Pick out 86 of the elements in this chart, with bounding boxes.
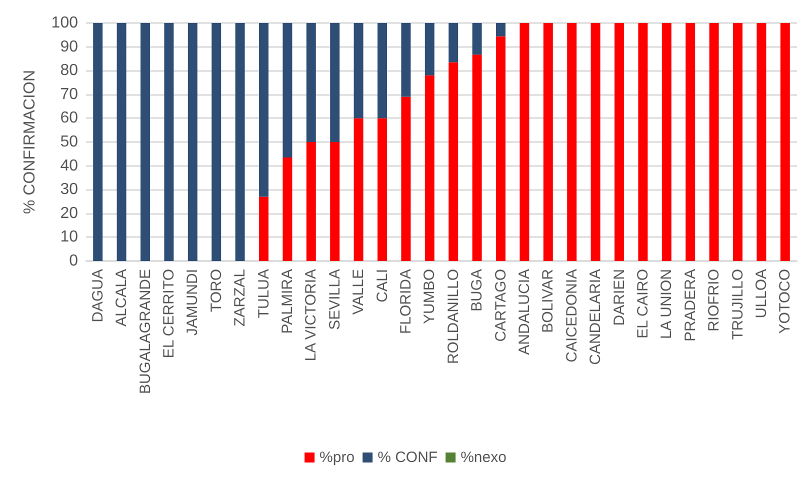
x-tick-label: CARTAGO <box>492 269 510 342</box>
x-tick-label: CALI <box>374 269 391 302</box>
bar <box>756 23 766 261</box>
y-tick-label: 0 <box>69 252 78 270</box>
bar <box>354 118 364 261</box>
x-tick-label: PRADERA <box>682 269 699 342</box>
bar <box>259 196 268 261</box>
bar <box>93 23 103 261</box>
x-tick-label: DARIEN <box>610 269 628 326</box>
y-tick-label: 70 <box>60 86 78 103</box>
x-tick-label: FLORIDA <box>397 269 414 334</box>
x-tick-label: ZARZAL <box>232 269 249 327</box>
bar <box>116 23 126 261</box>
bar <box>472 54 482 261</box>
bar <box>448 23 458 62</box>
x-tick-label: BUGALAGRANDE <box>136 269 154 394</box>
x-tick-label: TULUA <box>255 269 272 318</box>
x-tick-label: ROLDANILLO <box>444 269 462 364</box>
x-tick-label: YUMBO <box>421 269 438 324</box>
bar <box>188 23 198 261</box>
bar <box>378 118 387 261</box>
bar <box>448 62 458 261</box>
x-tick-label: PALMIRA <box>278 269 296 334</box>
x-tick-label: EL CAIRO <box>634 269 652 338</box>
legend-label: %nexo <box>460 449 506 466</box>
y-tick-label: 100 <box>51 14 78 32</box>
bar <box>378 23 387 118</box>
y-tick-label: 80 <box>60 62 78 80</box>
bar <box>496 36 506 261</box>
x-tick-label: EL CERRITO <box>160 269 178 358</box>
bar <box>686 23 696 261</box>
bar <box>140 23 150 261</box>
bar <box>401 23 411 97</box>
bar <box>330 142 340 261</box>
bar <box>638 23 648 261</box>
x-tick-label: YOTOCO <box>776 269 794 334</box>
bar <box>733 23 742 261</box>
x-tick-label: CAICEDONIA <box>563 269 580 362</box>
x-tick-label: ANDALUCIA <box>516 269 533 355</box>
bar <box>164 23 174 261</box>
bar <box>212 23 222 261</box>
y-tick-label: 20 <box>60 204 78 222</box>
bar <box>306 142 316 261</box>
y-tick-label: 40 <box>60 157 78 174</box>
bar <box>567 23 577 261</box>
x-tick-label: BUGA <box>468 269 486 312</box>
bar <box>424 75 434 261</box>
bar <box>306 23 316 142</box>
x-tick-label: BOLIVAR <box>540 268 557 333</box>
x-tick-label: VALLE <box>350 269 368 315</box>
y-tick-label: 60 <box>60 110 78 127</box>
bar <box>709 23 719 261</box>
bar <box>614 23 624 261</box>
bar <box>424 23 434 76</box>
bar <box>235 23 245 261</box>
bar <box>401 96 411 261</box>
x-tick-label: LA VICTORIA <box>302 269 320 362</box>
bar <box>780 23 790 261</box>
bar <box>282 157 292 261</box>
bar <box>520 23 530 261</box>
x-tick-label: TRUJILLO <box>729 269 746 340</box>
x-tick-label: SEVILLA <box>326 269 344 330</box>
y-tick-label: 10 <box>60 228 78 246</box>
y-tick-label: 50 <box>60 134 78 150</box>
bar <box>330 23 340 142</box>
y-axis-title: % CONFIRMACION <box>22 70 38 214</box>
legend-label: % CONF <box>378 449 438 466</box>
bar <box>282 23 292 158</box>
x-tick-label: RIOFRIO <box>706 269 723 332</box>
y-tick-label: 90 <box>60 38 78 56</box>
legend-label: %pro <box>320 449 355 466</box>
bar <box>472 23 482 55</box>
x-tick-label: ULLOA <box>752 269 770 318</box>
x-tick-label: TORO <box>208 269 225 312</box>
bar <box>590 23 600 261</box>
bar <box>354 23 364 118</box>
x-tick-label: LA UNION <box>658 269 676 340</box>
bar <box>496 23 506 36</box>
y-tick-label: 30 <box>60 181 78 198</box>
bar <box>259 23 268 197</box>
x-tick-label: DAGUA <box>89 269 106 322</box>
bar <box>662 23 672 261</box>
x-tick-label: ALCALA <box>113 269 130 327</box>
x-tick-label: JAMUNDI <box>184 269 202 336</box>
x-tick-label: CANDELARIA <box>587 269 604 365</box>
bar <box>543 23 553 261</box>
